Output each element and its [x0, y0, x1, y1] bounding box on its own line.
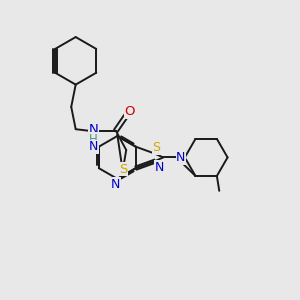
Text: H: H: [89, 133, 98, 146]
Text: S: S: [152, 141, 160, 154]
Text: N: N: [89, 140, 98, 153]
Text: N: N: [89, 123, 98, 136]
Text: O: O: [124, 105, 135, 118]
Text: N: N: [155, 160, 164, 174]
Text: N: N: [111, 178, 121, 191]
Text: N: N: [176, 151, 186, 164]
Text: S: S: [119, 163, 128, 176]
